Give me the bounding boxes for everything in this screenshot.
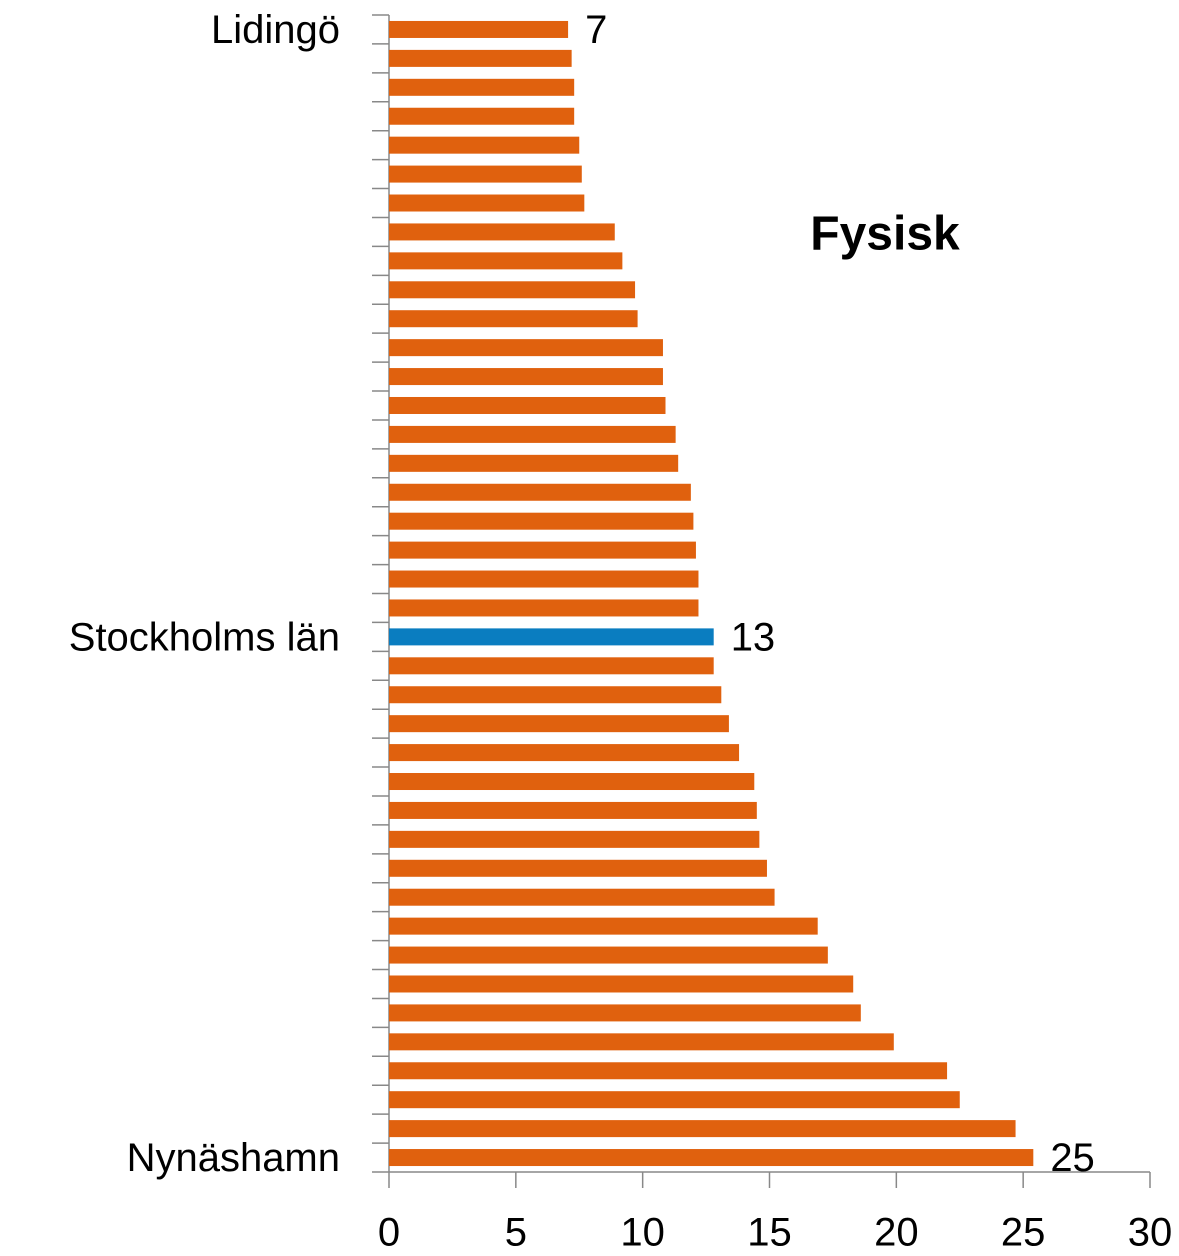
bar (389, 49, 572, 67)
bar (389, 657, 714, 675)
bar (389, 946, 828, 964)
bar (389, 107, 575, 125)
bar (389, 512, 694, 530)
y-tick-label: Lidingö (211, 8, 340, 52)
bar (389, 888, 775, 906)
value-label: 7 (585, 8, 607, 52)
bar (389, 483, 691, 501)
bar (389, 252, 623, 270)
bar (389, 1120, 1016, 1138)
value-label: 25 (1050, 1136, 1095, 1180)
bar (389, 136, 580, 154)
bar (389, 570, 699, 588)
bar (389, 599, 699, 617)
bar (389, 454, 679, 472)
bar (389, 1062, 948, 1080)
x-tick-label: 25 (1001, 1211, 1046, 1255)
bar (389, 396, 666, 414)
bar (389, 339, 663, 357)
x-tick-label: 20 (874, 1211, 919, 1255)
y-tick-label: Stockholms län (69, 615, 340, 659)
y-tick-label: Nynäshamn (127, 1136, 340, 1180)
x-tick-label: 15 (747, 1211, 792, 1255)
x-tick-label: 30 (1128, 1211, 1173, 1255)
x-tick-label: 5 (505, 1211, 527, 1255)
bar (389, 1091, 960, 1109)
bar (389, 715, 729, 733)
x-tick-label: 0 (378, 1211, 400, 1255)
bar (389, 541, 696, 559)
bar (389, 368, 663, 386)
bar (389, 773, 755, 791)
bar (389, 917, 818, 935)
bar (389, 281, 636, 299)
bar (389, 744, 740, 762)
bar (389, 801, 757, 819)
bar (389, 830, 760, 848)
bar (389, 78, 575, 96)
bar (389, 859, 767, 877)
bar (389, 165, 582, 183)
bar (389, 628, 714, 646)
bar (389, 310, 638, 328)
bar (389, 20, 569, 38)
bar (389, 1004, 861, 1022)
bar (389, 223, 615, 241)
annotation: Fysisk (810, 208, 960, 261)
bar (389, 975, 854, 993)
bar (389, 1149, 1034, 1167)
bar (389, 686, 722, 704)
x-tick-label: 10 (620, 1211, 665, 1255)
bar (389, 1033, 894, 1051)
bar (389, 194, 585, 212)
value-label: 13 (731, 615, 776, 659)
bar (389, 425, 676, 443)
